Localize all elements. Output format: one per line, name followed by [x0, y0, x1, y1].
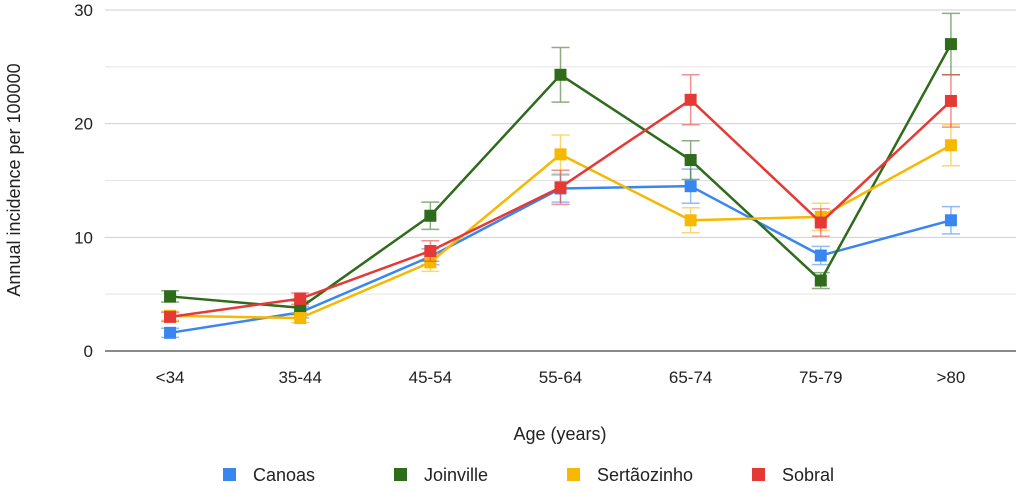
x-tick-label: 55-64: [539, 368, 582, 387]
y-tick-label: 30: [74, 1, 93, 20]
legend-item-sertaozinho: Sertãozinho: [567, 465, 693, 485]
legend-swatch: [752, 468, 765, 481]
x-tick-label: 35-44: [278, 368, 321, 387]
series-line: [169, 184, 952, 335]
data-point: [684, 180, 697, 193]
data-point: [944, 94, 957, 107]
legend-item-joinville: Joinville: [394, 465, 488, 485]
x-tick-label: 65-74: [669, 368, 712, 387]
legend-item-sobral: Sobral: [752, 465, 834, 485]
data-point: [164, 310, 177, 323]
data-point: [554, 68, 567, 81]
x-tick-label: 75-79: [799, 368, 842, 387]
x-tick-label: >80: [937, 368, 966, 387]
x-tick-label: <34: [156, 368, 185, 387]
data-point: [814, 274, 827, 287]
legend-label: Sobral: [782, 465, 834, 485]
data-point: [944, 214, 957, 227]
data-point: [684, 93, 697, 106]
y-tick-label: 20: [74, 115, 93, 134]
x-tick-label: 45-54: [409, 368, 452, 387]
data-point: [944, 139, 957, 152]
data-point: [944, 38, 957, 51]
x-axis-ticks: <34 35-44 45-54 55-64 65-74 75-79 >80: [156, 368, 966, 387]
data-point: [164, 326, 177, 339]
data-point: [814, 249, 827, 262]
legend: Canoas Joinville Sertãozinho Sobral: [223, 465, 834, 485]
x-axis-title: Age (years): [513, 424, 606, 444]
data-point: [554, 148, 567, 161]
data-point: [424, 209, 437, 222]
data-point: [554, 181, 567, 194]
y-tick-label: 0: [84, 342, 93, 361]
y-tick-label: 10: [74, 228, 93, 247]
data-point: [294, 312, 307, 325]
data-point: [684, 154, 697, 167]
legend-label: Joinville: [424, 465, 488, 485]
y-axis-ticks: 0 10 20 30: [74, 1, 93, 361]
legend-swatch: [567, 468, 580, 481]
legend-swatch: [223, 468, 236, 481]
series-joinville: [161, 12, 960, 316]
legend-swatch: [394, 468, 407, 481]
y-axis-title: Annual incidence per 100000: [4, 63, 24, 296]
series-group: [161, 12, 960, 339]
legend-label: Canoas: [253, 465, 315, 485]
data-point: [424, 256, 437, 269]
data-point: [424, 244, 437, 257]
data-point: [294, 292, 307, 305]
legend-item-canoas: Canoas: [223, 465, 315, 485]
data-point: [684, 214, 697, 227]
data-point: [164, 290, 177, 303]
legend-label: Sertãozinho: [597, 465, 693, 485]
data-point: [814, 216, 827, 229]
series-sobral: [161, 74, 960, 323]
